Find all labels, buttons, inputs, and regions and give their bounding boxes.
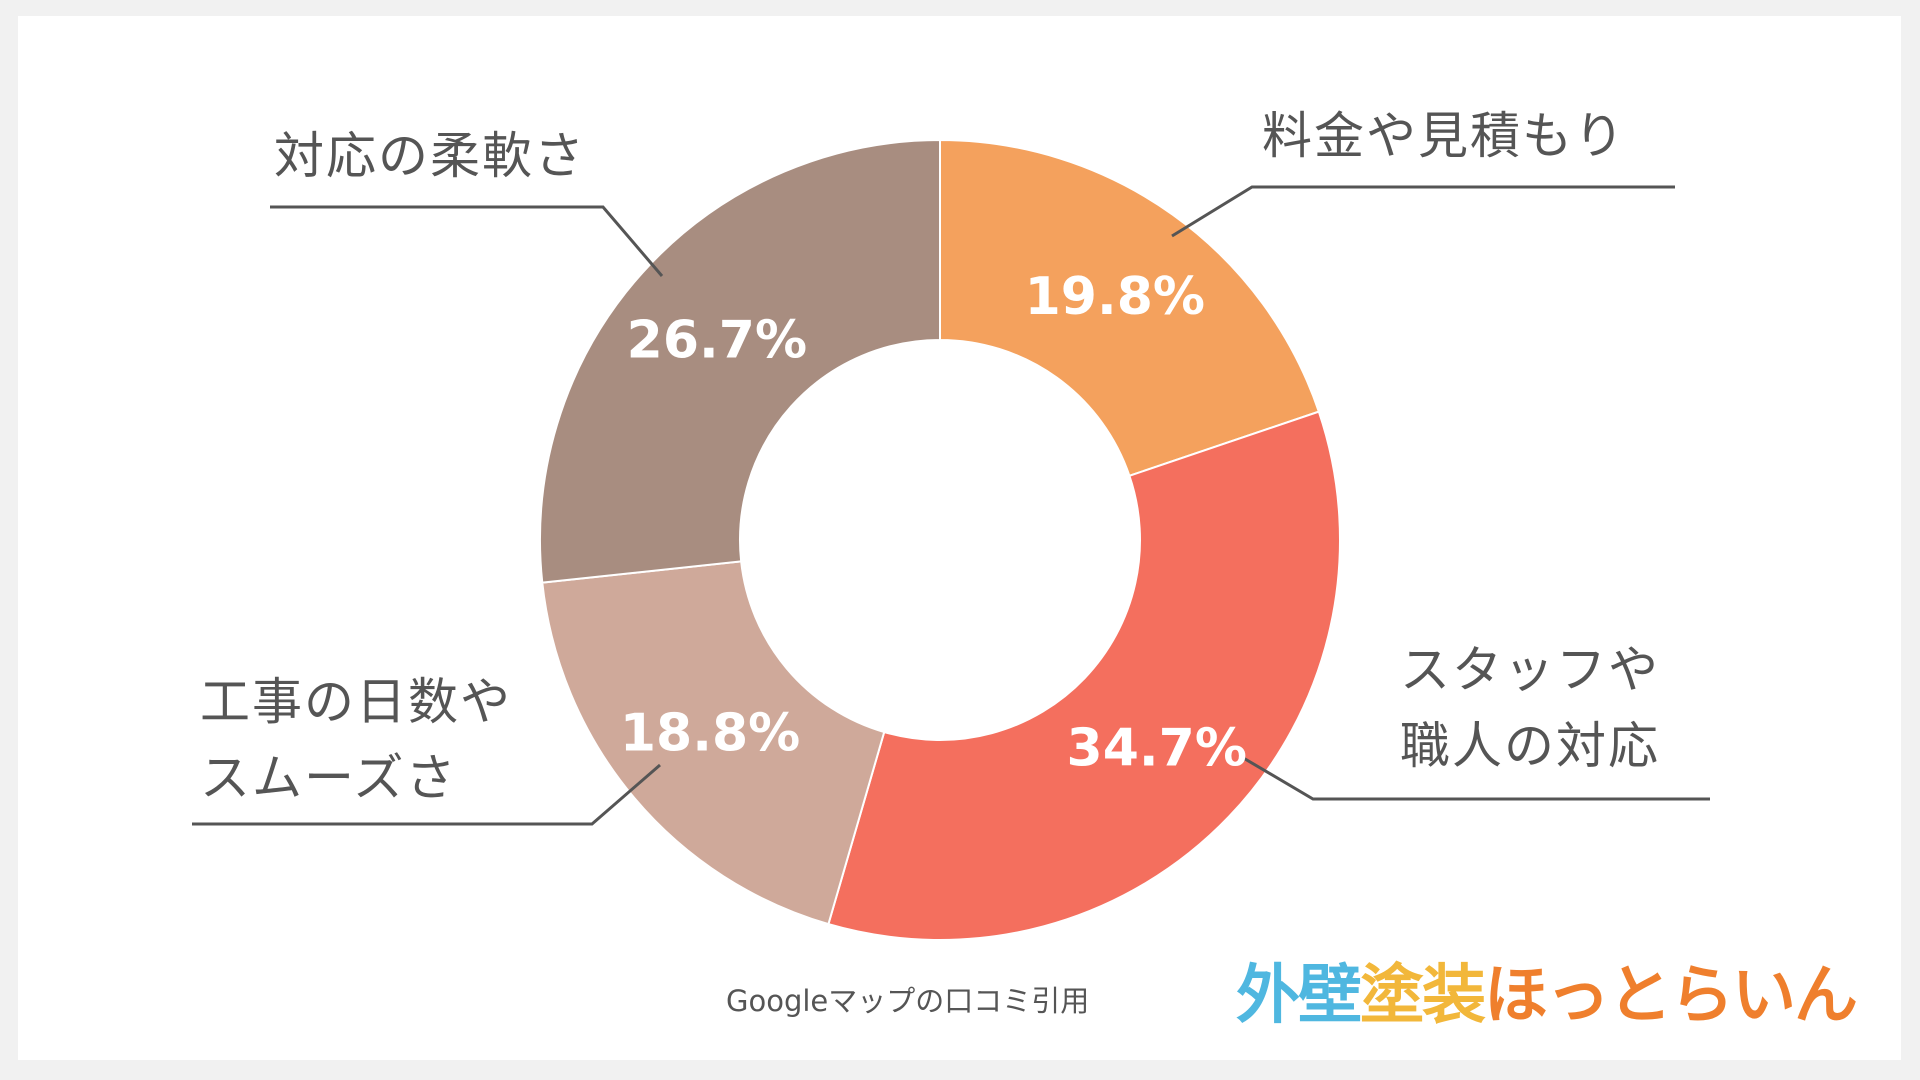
logo-part: 塗装 [1360, 959, 1486, 1033]
brand-logo: 外壁塗装ほっとらいん [1236, 944, 1858, 1036]
slice-category-label: スタッフや 職人の対応 [1400, 641, 1660, 775]
slice-percent-label: 26.7% [627, 310, 807, 370]
donut-slice [541, 560, 886, 926]
slice-category-label: 工事の日数や スムーズさ [200, 673, 512, 807]
leader-line [1239, 754, 1710, 801]
slice-percent-label: 18.8% [620, 704, 800, 764]
slice-category-label: 対応の柔軟さ [274, 127, 586, 185]
logo-part: 外壁 [1236, 959, 1362, 1033]
donut-slice [939, 138, 1321, 478]
leader-line [270, 205, 664, 277]
source-note: Googleマップの口コミ引用 [726, 984, 1090, 1018]
slice-category-label: 料金や見積もり [1262, 107, 1626, 165]
leader-line [192, 763, 661, 826]
leader-line [1171, 185, 1675, 238]
donut-slice [827, 410, 1341, 941]
logo-part: ほっとらいん [1484, 959, 1858, 1033]
slice-percent-label: 34.7% [1067, 718, 1247, 778]
slice-percent-label: 19.8% [1025, 267, 1205, 327]
donut-slice [539, 138, 941, 584]
